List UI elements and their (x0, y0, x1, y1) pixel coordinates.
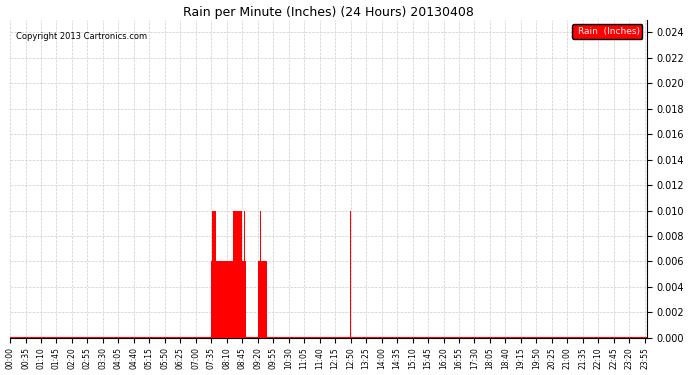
Title: Rain per Minute (Inches) (24 Hours) 20130408: Rain per Minute (Inches) (24 Hours) 2013… (183, 6, 474, 18)
Text: Copyright 2013 Cartronics.com: Copyright 2013 Cartronics.com (17, 33, 148, 42)
Legend: Rain  (Inches): Rain (Inches) (572, 24, 642, 39)
